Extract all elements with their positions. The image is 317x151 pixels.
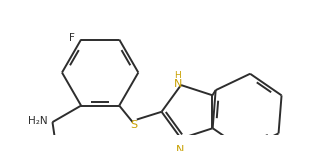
Text: H₂N: H₂N (28, 116, 47, 126)
Text: N: N (174, 79, 182, 89)
Text: N: N (176, 145, 184, 151)
Text: S: S (130, 120, 137, 130)
Text: H: H (175, 71, 181, 80)
Text: F: F (69, 34, 75, 43)
